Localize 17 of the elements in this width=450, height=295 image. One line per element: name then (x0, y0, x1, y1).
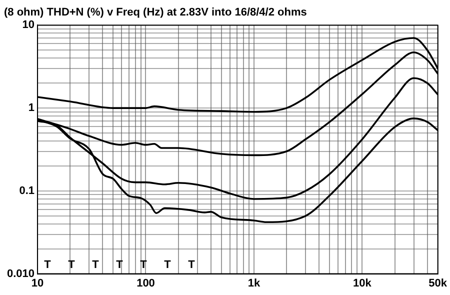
annotation: T (116, 258, 124, 271)
annotation: T (92, 258, 100, 271)
y-tick-label: 0.010 (6, 268, 35, 280)
annotation: T (164, 258, 172, 271)
annotation: T (140, 258, 148, 271)
y-tick-label: 1 (28, 102, 35, 114)
annotation: T (68, 258, 76, 271)
x-tick-label: 10 (31, 277, 44, 290)
y-tick-label: 10 (22, 19, 35, 32)
chart-title: (8 ohm) THD+N (%) v Freq (Hz) at 2.83V into 16/8/4/2 ohms (4, 6, 307, 19)
x-tick-label: 10k (353, 277, 372, 290)
x-tick-label: 50k (428, 277, 448, 290)
annotation: T (44, 258, 52, 271)
x-tick-label: 1k (248, 277, 261, 290)
x-tick-label: 100 (136, 277, 155, 290)
annotation: T (188, 258, 196, 271)
y-tick-label: 0.1 (19, 184, 35, 197)
